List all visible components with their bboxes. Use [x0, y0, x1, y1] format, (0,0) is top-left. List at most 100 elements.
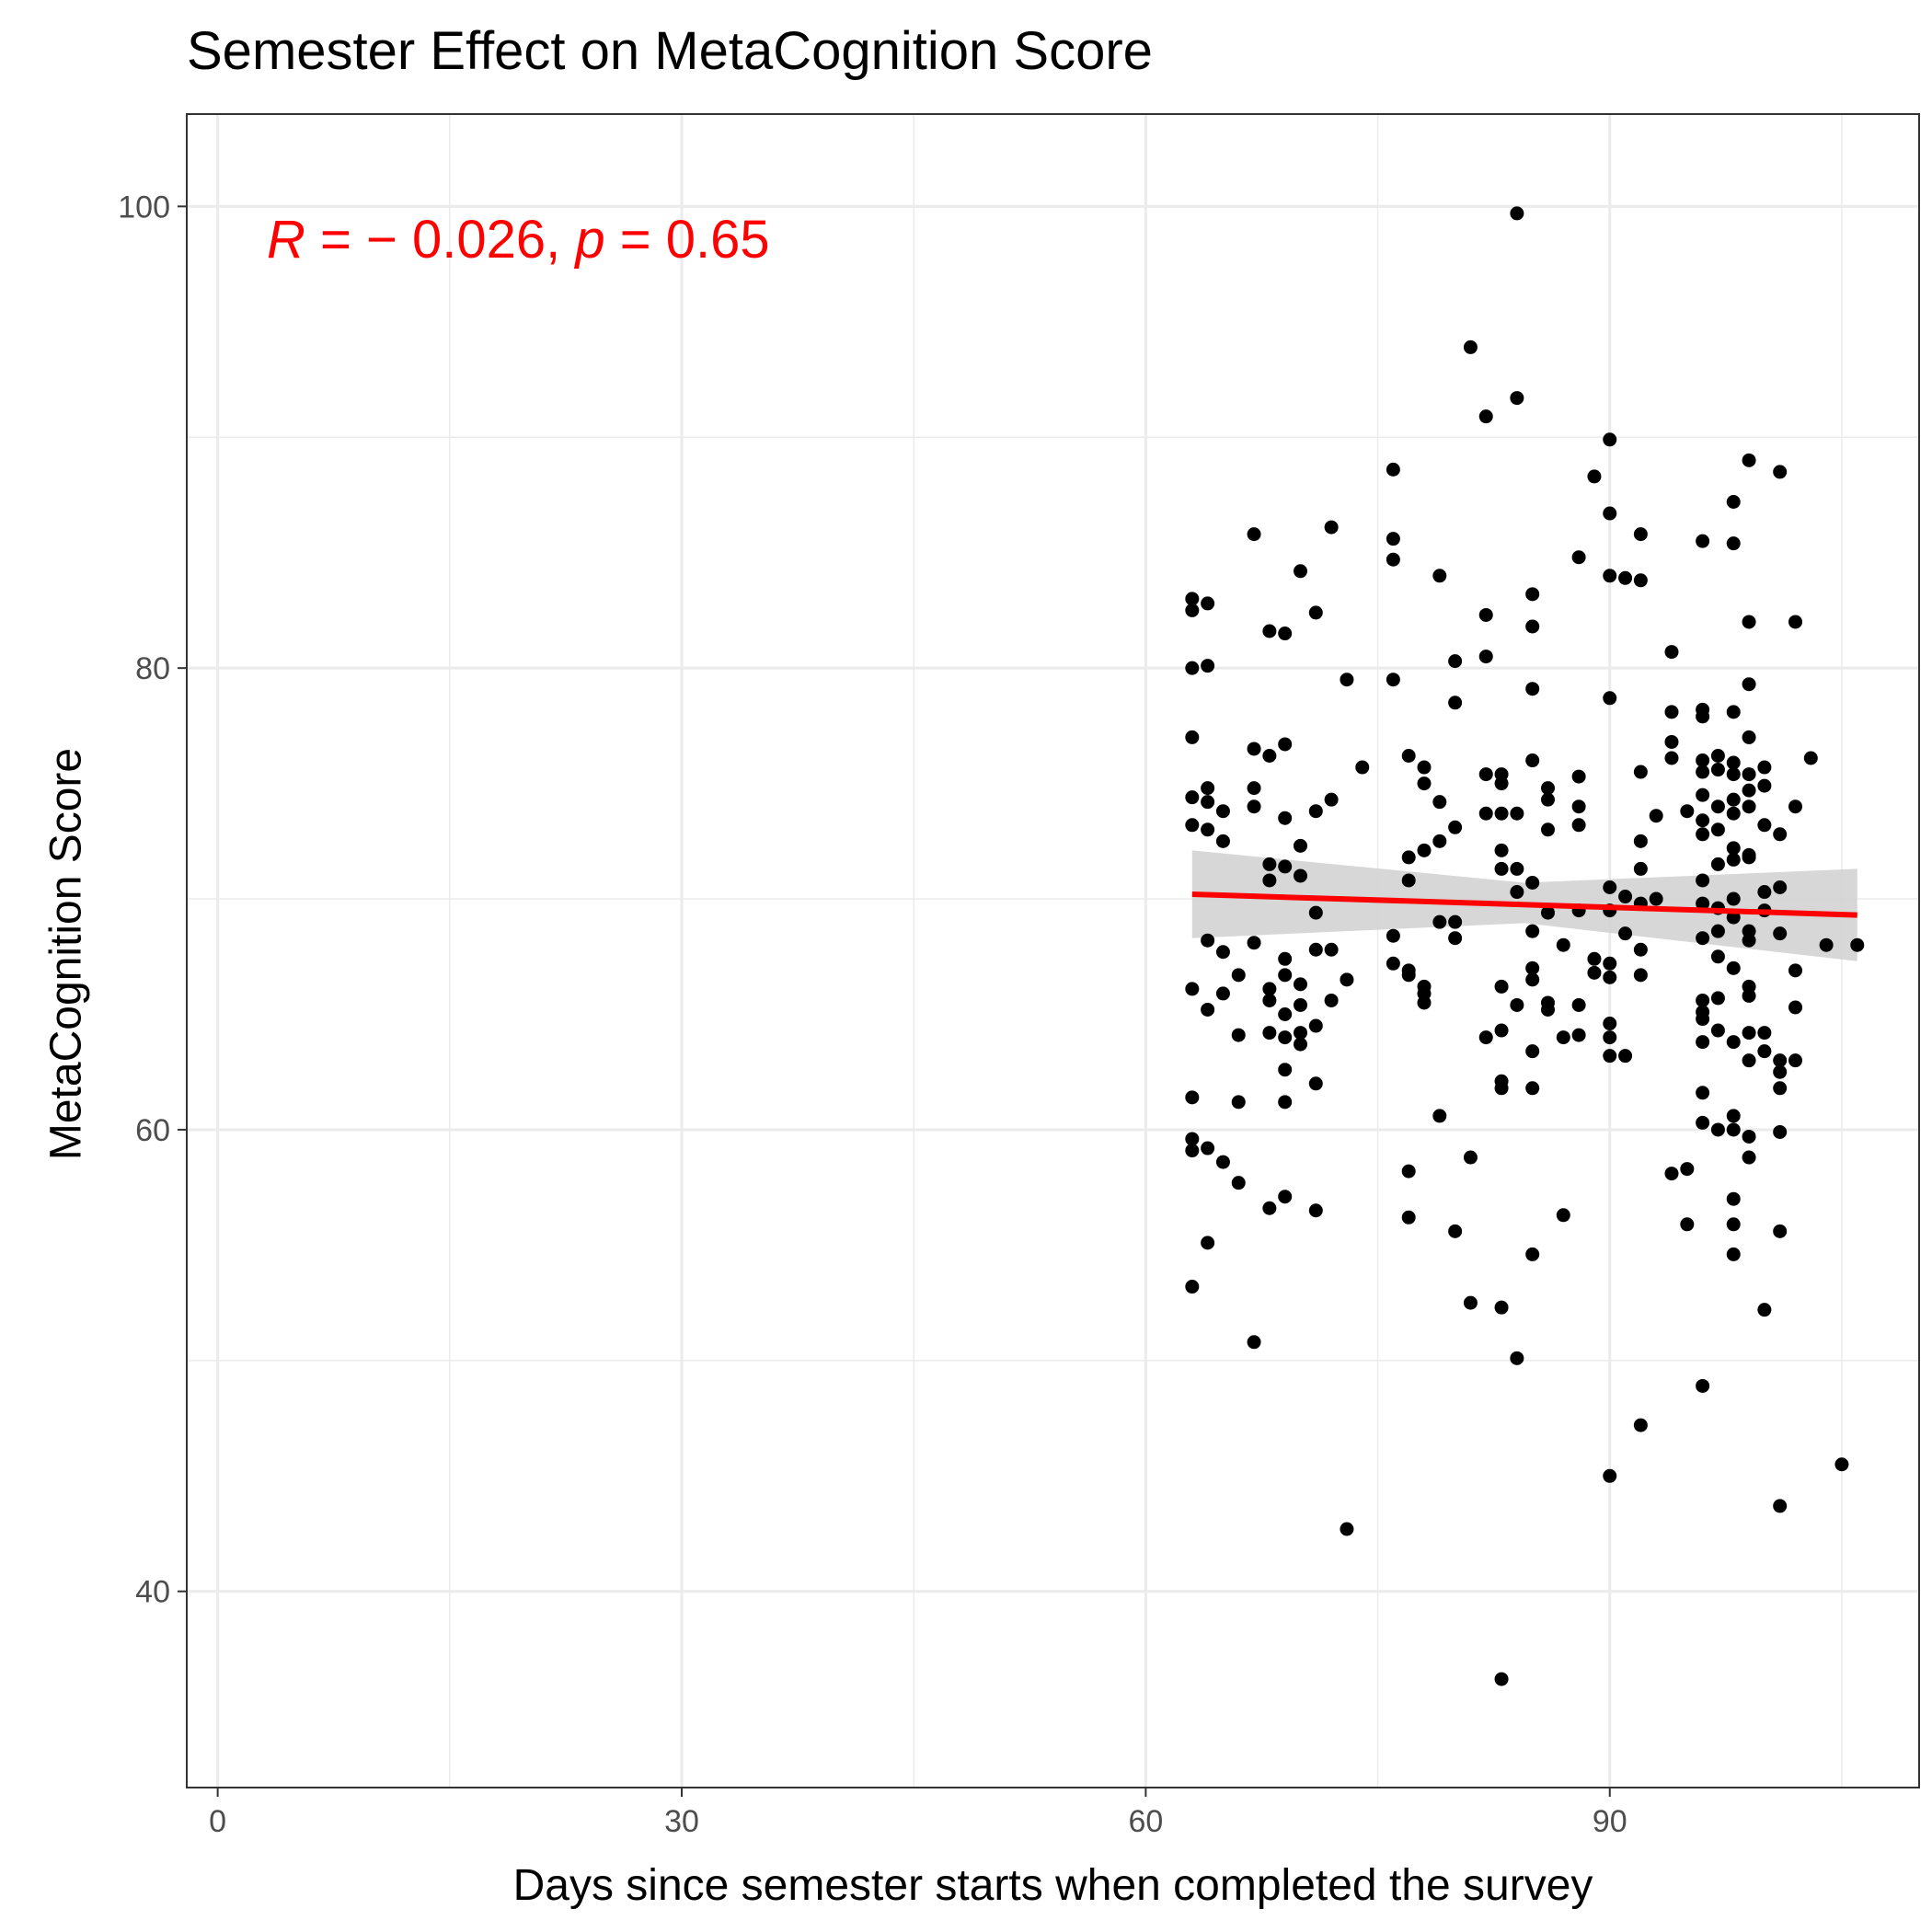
data-point: [1742, 799, 1756, 814]
data-point: [1262, 873, 1277, 888]
data-point: [1525, 682, 1540, 696]
data-point: [1603, 569, 1617, 583]
data-point: [1185, 818, 1200, 833]
data-point: [1401, 748, 1416, 763]
data-point: [1215, 945, 1230, 960]
data-point: [1726, 1247, 1741, 1261]
data-point: [1788, 799, 1802, 814]
data-point: [1710, 1122, 1725, 1137]
data-point: [1308, 905, 1323, 920]
data-point: [1294, 564, 1307, 579]
data-point: [1432, 1109, 1447, 1123]
data-point: [1680, 804, 1695, 819]
data-point: [1618, 890, 1633, 904]
data-point: [1185, 982, 1200, 996]
data-point: [1417, 843, 1432, 857]
data-point: [1726, 1217, 1741, 1232]
data-point: [1510, 997, 1524, 1012]
data-point: [1262, 1026, 1277, 1041]
data-point: [1541, 822, 1555, 837]
stat-annotation: R = − 0.026, p = 0.65: [267, 210, 770, 270]
data-point: [1478, 409, 1493, 424]
data-point: [1432, 834, 1447, 848]
data-point: [1710, 924, 1725, 938]
data-point: [1710, 949, 1725, 964]
data-point: [1262, 993, 1277, 1007]
data-point: [1603, 1468, 1617, 1483]
data-point: [1696, 813, 1710, 828]
data-point: [1618, 570, 1633, 585]
data-point: [1773, 1081, 1788, 1096]
data-point: [1803, 751, 1818, 765]
data-point: [1726, 1122, 1741, 1137]
data-point: [1633, 765, 1648, 779]
data-point: [1262, 1201, 1277, 1215]
data-point: [1773, 465, 1788, 479]
data-point: [1710, 799, 1725, 814]
data-point: [1510, 206, 1524, 221]
data-point: [1463, 1295, 1478, 1310]
data-point: [1386, 552, 1400, 567]
data-point: [1726, 1109, 1741, 1123]
data-point: [1525, 1081, 1540, 1096]
data-point: [1432, 569, 1447, 583]
data-point: [1432, 914, 1447, 929]
data-point: [1696, 1115, 1710, 1130]
data-point: [1308, 804, 1323, 819]
data-point: [1664, 1167, 1679, 1181]
data-point: [1494, 776, 1509, 791]
data-point: [1618, 1049, 1633, 1064]
data-point: [1525, 1247, 1540, 1261]
data-point: [1185, 1132, 1200, 1146]
data-point: [1494, 1023, 1509, 1038]
data-point: [1696, 765, 1710, 779]
data-point: [1742, 453, 1756, 467]
data-point: [1633, 527, 1648, 542]
data-point: [1448, 914, 1463, 929]
data-point: [1294, 1026, 1307, 1041]
data-point: [1247, 742, 1261, 756]
data-point: [1633, 834, 1648, 848]
y-tick-label: 40: [135, 1575, 170, 1610]
data-point: [1231, 1095, 1246, 1110]
data-point: [1649, 891, 1663, 906]
y-axis-label: MetaCognition Score: [41, 747, 91, 1161]
data-point: [1386, 532, 1400, 546]
data-point: [1278, 1063, 1293, 1077]
data-point: [1587, 951, 1602, 966]
data-point: [1571, 818, 1586, 833]
data-point: [1215, 1155, 1230, 1169]
data-point: [1185, 592, 1200, 606]
data-point: [1696, 1378, 1710, 1393]
point-layer: [1185, 206, 1865, 1686]
data-point: [1215, 986, 1230, 1001]
data-point: [1494, 979, 1509, 994]
data-point: [1448, 696, 1463, 710]
data-point: [1726, 841, 1741, 856]
data-point: [1401, 968, 1416, 983]
data-point: [1294, 868, 1307, 883]
y-tick-label: 60: [135, 1113, 170, 1148]
data-point: [1401, 873, 1416, 888]
data-point: [1788, 1000, 1802, 1015]
data-point: [1710, 991, 1725, 1006]
data-point: [1463, 1150, 1478, 1165]
data-point: [1696, 788, 1710, 802]
data-point: [1294, 838, 1307, 853]
data-point: [1386, 673, 1400, 687]
data-point: [1294, 1037, 1307, 1052]
data-point: [1324, 942, 1339, 957]
data-point: [1185, 661, 1200, 675]
data-point: [1633, 942, 1648, 957]
data-point: [1680, 1217, 1695, 1232]
data-point: [1541, 1002, 1555, 1017]
data-point: [1494, 806, 1509, 821]
data-point: [1525, 587, 1540, 602]
data-point: [1525, 972, 1540, 987]
data-point: [1819, 937, 1834, 952]
data-point: [1742, 783, 1756, 798]
data-point: [1417, 776, 1432, 791]
data-point: [1448, 820, 1463, 834]
data-point: [1633, 968, 1648, 983]
